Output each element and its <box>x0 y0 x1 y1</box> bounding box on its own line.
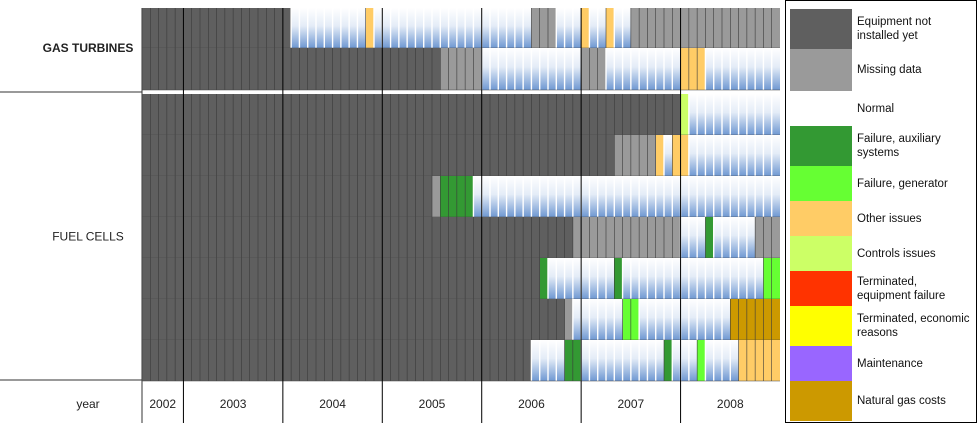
status-segment <box>755 217 780 258</box>
legend-entry: Failure, generator <box>790 166 972 201</box>
status-segment <box>606 8 615 48</box>
legend-swatch <box>790 236 852 271</box>
legend-entry: Normal <box>790 91 972 126</box>
legend-label: Terminated, economic reasons <box>857 313 970 339</box>
status-segment <box>713 217 756 258</box>
status-segment <box>531 8 557 48</box>
x-tick-label: 2005 <box>419 397 446 411</box>
legend-entry: Failure, auxiliary systems <box>790 126 972 166</box>
legend-entry: Maintenance <box>790 346 972 381</box>
legend-label: Terminated, equipment failure <box>857 275 946 302</box>
status-segment <box>688 94 780 135</box>
status-segment <box>142 176 432 217</box>
legend-swatch <box>790 91 852 126</box>
status-segment <box>705 217 714 258</box>
x-tick-label: 2004 <box>319 397 346 411</box>
status-segment <box>614 258 623 299</box>
status-segment <box>473 176 780 217</box>
status-segment <box>688 135 780 176</box>
status-segment <box>680 217 706 258</box>
group-label: GAS TURBINES <box>43 41 134 55</box>
status-segment <box>556 8 582 48</box>
x-tick-label: 2007 <box>618 397 645 411</box>
legend-label: Maintenance <box>857 357 923 370</box>
status-segment <box>614 135 656 176</box>
status-segment <box>572 217 681 258</box>
legend-label: Failure, generator <box>857 177 948 190</box>
legend-entry: Terminated, economic reasons <box>790 306 972 346</box>
status-segment <box>639 299 731 340</box>
legend-label: Other issues <box>857 212 922 225</box>
legend-swatch <box>790 271 852 306</box>
status-segment <box>142 94 681 135</box>
status-segment <box>374 8 532 48</box>
legend-label: Controls issues <box>857 247 936 260</box>
legend: Equipment not installed yet Missing data N… <box>785 0 977 423</box>
legend-entry: Other issues <box>790 201 972 236</box>
x-axis-label: year <box>76 397 99 411</box>
status-segment <box>738 340 780 381</box>
status-segment <box>697 340 706 381</box>
legend-entry: Terminated, equipment failure <box>790 271 972 306</box>
x-tick-label: 2006 <box>518 397 545 411</box>
status-segment <box>142 299 565 340</box>
legend-label: Failure, auxiliary systems <box>857 133 941 159</box>
status-segment <box>680 48 706 90</box>
status-segment <box>564 299 573 340</box>
status-segment <box>606 48 681 90</box>
status-segment <box>581 48 606 90</box>
status-segment <box>432 176 441 217</box>
legend-swatch <box>790 9 852 49</box>
legend-swatch <box>790 166 852 201</box>
legend-label: Missing data <box>857 64 922 76</box>
legend-entry: Missing data <box>790 49 972 91</box>
status-segment <box>672 340 698 381</box>
status-segment <box>664 340 673 381</box>
chart: year GAS TURBINES FUEL CELLS 2002 2003 2004 2… <box>0 8 780 423</box>
status-segment <box>142 340 532 381</box>
status-segment <box>581 8 590 48</box>
status-segment <box>622 258 764 299</box>
legend-swatch <box>790 49 852 91</box>
legend-label: Equipment not installed yet <box>857 16 932 42</box>
status-segment <box>539 258 548 299</box>
status-segment <box>680 94 689 135</box>
group-label: FUEL CELLS <box>52 230 124 244</box>
status-segment <box>365 8 374 48</box>
status-segment <box>664 135 673 176</box>
status-segment <box>291 8 366 48</box>
legend-label: Natural gas costs <box>857 395 946 407</box>
status-segment <box>705 48 780 90</box>
legend-swatch <box>790 381 852 421</box>
x-tick-label: 2003 <box>220 397 247 411</box>
legend-swatch <box>790 201 852 236</box>
status-segment <box>440 48 482 90</box>
legend-swatch <box>790 126 852 166</box>
legend-swatch <box>790 346 852 381</box>
legend-swatch <box>790 306 852 346</box>
x-tick-label: 2008 <box>717 397 744 411</box>
status-segment <box>142 135 615 176</box>
legend-entry: Controls issues <box>790 236 972 271</box>
status-segment <box>655 135 664 176</box>
legend-entry: Equipment not installed yet <box>790 9 972 49</box>
legend-entry: Natural gas costs <box>790 381 972 421</box>
legend-label: Normal <box>857 102 895 115</box>
x-tick-label: 2002 <box>149 397 176 411</box>
